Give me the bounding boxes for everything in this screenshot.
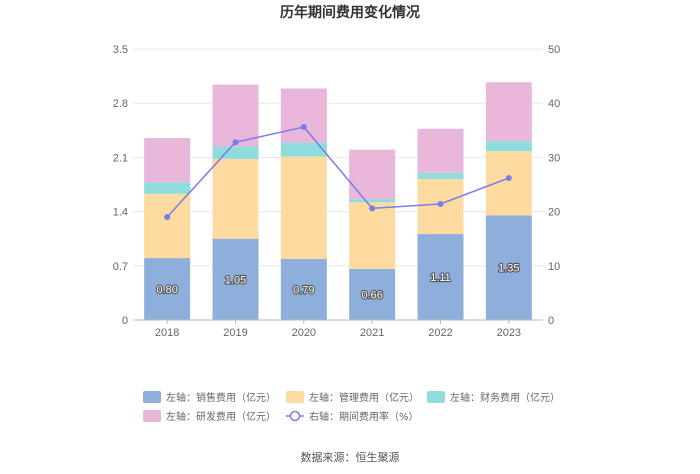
expense-rate-line — [164, 124, 512, 221]
bar-value-label: 0.66 — [361, 289, 382, 301]
line-point — [437, 201, 444, 208]
right-axis: 0 10 20 30 40 50 — [548, 44, 560, 327]
legend-label: 左轴：管理费用（亿元） — [309, 391, 419, 404]
legend-swatch — [427, 391, 445, 403]
x-tick-label: 2022 — [428, 327, 452, 339]
left-tick-label: 1.4 — [113, 207, 128, 219]
x-tick-label: 2019 — [223, 327, 247, 339]
bar-value-label: 1.11 — [430, 272, 451, 284]
legend-swatch — [143, 410, 161, 422]
bar-value-label: 1.35 — [498, 263, 519, 275]
bar-segment-1 — [144, 193, 191, 259]
bar-segment-3 — [417, 128, 464, 173]
legend-item[interactable]: 左轴：财务费用（亿元） — [427, 391, 560, 404]
right-tick-label: 30 — [548, 152, 560, 164]
bar-segment-2 — [144, 182, 191, 194]
bar-segment-3 — [280, 88, 327, 143]
x-tick-label: 2023 — [497, 327, 521, 339]
bar-segment-2 — [349, 199, 396, 203]
bar-segment-2 — [212, 146, 259, 159]
x-tick-label: 2021 — [360, 327, 384, 339]
bar-segment-3 — [144, 138, 191, 183]
bars: 0.80 1.05 0.79 0.66 1.11 1.35 — [144, 82, 532, 320]
x-tick-label: 2020 — [292, 327, 316, 339]
bar-value-label: 1.05 — [225, 274, 246, 286]
legend-swatch — [143, 391, 161, 403]
bar-segment-3 — [212, 84, 259, 147]
x-axis: 2018 2019 2020 2021 2022 2023 — [133, 319, 543, 339]
bar-value-label: 0.79 — [293, 284, 314, 296]
x-tick-label: 2018 — [155, 327, 179, 339]
line-point — [232, 139, 239, 146]
legend-item[interactable]: 右轴：期间费用率（%） — [286, 410, 419, 423]
legend-label: 左轴：销售费用（亿元） — [166, 391, 276, 404]
right-tick-label: 0 — [548, 315, 554, 327]
bar-segment-0 — [417, 234, 464, 320]
right-tick-label: 40 — [548, 98, 560, 110]
legend-item[interactable]: 左轴：销售费用（亿元） — [143, 391, 276, 404]
right-tick-label: 10 — [548, 261, 560, 273]
bar-segment-0 — [280, 258, 327, 320]
bar-segment-0 — [212, 238, 259, 320]
bar-segment-0 — [349, 268, 396, 320]
line-point — [300, 124, 307, 131]
legend-swatch — [286, 391, 304, 403]
bar-segment-2 — [485, 141, 532, 152]
bar-segment-0 — [485, 215, 532, 320]
bar-value-label: 0.80 — [156, 284, 177, 296]
legend-circle-icon — [289, 410, 301, 422]
line-path — [166, 126, 510, 218]
bar-segment-2 — [280, 142, 327, 157]
left-axis: 0 0.7 1.4 2.1 2.8 3.5 — [113, 44, 128, 327]
bar-segment-0 — [144, 258, 191, 320]
left-tick-label: 2.1 — [113, 152, 128, 164]
legend-label: 左轴：研发费用（亿元） — [166, 410, 276, 423]
gridlines — [133, 48, 543, 321]
line-point — [505, 174, 512, 181]
legend-item[interactable]: 左轴：管理费用（亿元） — [286, 391, 419, 404]
bar-segment-1 — [280, 156, 327, 259]
bar-segment-1 — [349, 202, 396, 269]
legend-label: 右轴：期间费用率（%） — [309, 410, 419, 423]
legend-item[interactable]: 左轴：研发费用（亿元） — [143, 410, 276, 423]
left-tick-label: 2.8 — [113, 98, 128, 110]
bar-segment-3 — [349, 149, 396, 200]
left-tick-label: 3.5 — [113, 44, 128, 56]
legend-label: 左轴：财务费用（亿元） — [450, 391, 560, 404]
left-tick-label: 0 — [122, 315, 128, 327]
bar-segment-2 — [417, 172, 464, 180]
legend: 左轴：销售费用（亿元） 左轴：管理费用（亿元） 左轴：财务费用（亿元） 左轴：研发费用… — [143, 391, 560, 423]
right-tick-label: 50 — [548, 44, 560, 56]
bar-segment-1 — [212, 158, 259, 239]
source-text: 数据来源：恒生聚源 — [301, 450, 400, 464]
bar-segment-3 — [485, 82, 532, 142]
line-point — [369, 205, 376, 212]
line-point — [164, 214, 171, 221]
left-tick-label: 0.7 — [113, 261, 128, 273]
chart-title: 历年期间费用变化情况 — [280, 4, 420, 21]
right-tick-label: 20 — [548, 207, 560, 219]
